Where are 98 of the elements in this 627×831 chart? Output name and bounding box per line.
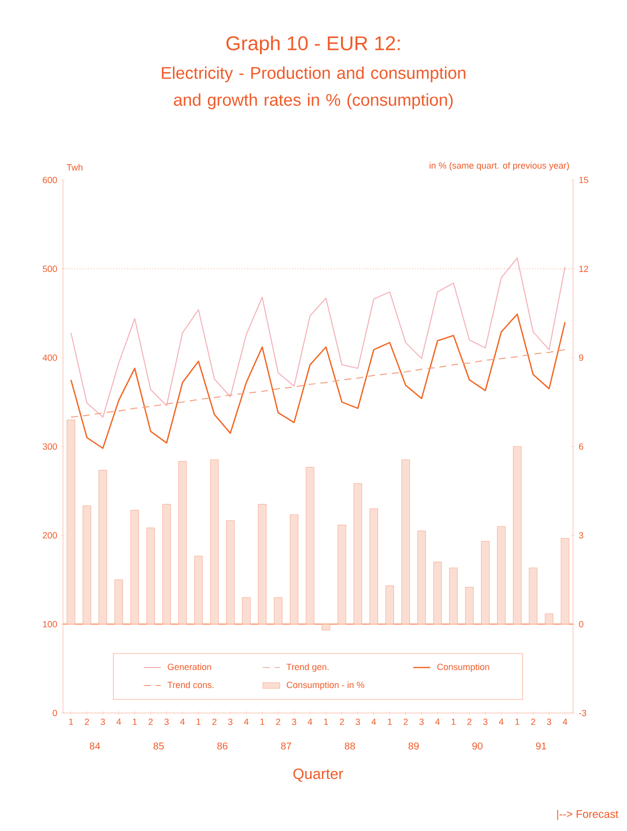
y2-tick-label: 15 xyxy=(579,176,588,184)
bar xyxy=(528,568,538,624)
text: 85 xyxy=(154,742,164,750)
x-tick-label: 2 xyxy=(467,718,472,725)
bar xyxy=(130,510,139,624)
legend-label: Consumption xyxy=(437,664,490,672)
x-tick-label: 2 xyxy=(148,718,153,725)
bar xyxy=(433,562,442,624)
y-tick-label: 100 xyxy=(43,620,58,628)
bar xyxy=(194,556,203,624)
x-tick-label: 1 xyxy=(388,718,392,725)
bar xyxy=(178,461,187,624)
y-tick-label: 300 xyxy=(42,443,58,450)
bar xyxy=(497,526,506,624)
y2-tick-label: 0 xyxy=(578,620,584,628)
bar xyxy=(226,520,235,624)
x-tick-label: 1 xyxy=(132,718,137,725)
y2-tick-label: 3 xyxy=(578,532,584,539)
text: 89 xyxy=(408,742,419,750)
bar xyxy=(274,597,282,624)
x-tick-label: 3 xyxy=(546,718,552,725)
x-tick-label: 4 xyxy=(180,718,185,725)
x-tick-label: 1 xyxy=(515,718,520,725)
y2-tick-label: 6 xyxy=(579,443,584,450)
x-tick-label: 3 xyxy=(100,718,105,725)
chart-title: Graph 10 - EUR 12: xyxy=(226,36,400,54)
line-series xyxy=(70,313,566,449)
bar xyxy=(98,470,108,624)
legend-label: Consumption - in % xyxy=(286,681,364,690)
x-tick-label: 1 xyxy=(69,718,74,725)
bar xyxy=(354,483,362,624)
x-tick-label: 4 xyxy=(308,718,312,725)
bar xyxy=(401,460,410,624)
y-tick-label: 0 xyxy=(52,710,58,716)
x-tick-label: 3 xyxy=(164,718,169,725)
y2-tick-label: 12 xyxy=(579,266,588,272)
x-tick-label: 2 xyxy=(340,718,344,725)
text: 88 xyxy=(344,742,355,750)
line-series xyxy=(70,258,566,418)
y2-tick-label: -3 xyxy=(579,710,586,716)
legend-label: Trend gen. xyxy=(286,664,329,672)
bar xyxy=(465,586,474,624)
text: 90 xyxy=(472,742,483,750)
x-tick-label: 3 xyxy=(419,718,424,725)
bar xyxy=(386,585,394,624)
text: |--> Forecast xyxy=(557,810,618,820)
text: 91 xyxy=(536,742,546,750)
x-tick-label: 3 xyxy=(356,718,360,725)
x-tick-label: 1 xyxy=(324,718,328,725)
x-tick-label: 1 xyxy=(196,718,201,725)
x-tick-label: 4 xyxy=(116,718,122,725)
x-tick-label: 3 xyxy=(483,718,488,725)
bar xyxy=(560,538,570,624)
bar xyxy=(544,614,554,624)
bar xyxy=(258,504,266,624)
x-tick-label: 4 xyxy=(435,718,440,725)
x-tick-label: 2 xyxy=(531,718,536,725)
bar xyxy=(338,524,346,624)
y-tick-label: 400 xyxy=(42,354,58,361)
x-tick-label: 3 xyxy=(292,718,296,725)
y-tick-label: 600 xyxy=(42,176,58,184)
x-tick-label: 2 xyxy=(404,718,408,725)
x-tick-label: 4 xyxy=(562,718,568,725)
y-axis-title: Twh xyxy=(66,164,82,170)
bar xyxy=(146,528,155,624)
bar xyxy=(513,446,522,624)
bar xyxy=(82,506,92,624)
bar xyxy=(370,508,378,624)
text: 86 xyxy=(217,742,228,750)
x-tick-label: 3 xyxy=(228,718,232,725)
x-tick-label: 2 xyxy=(84,718,89,725)
bar xyxy=(290,514,298,624)
x-axis-title: Quarter xyxy=(293,768,344,782)
bar xyxy=(322,624,330,630)
text: 84 xyxy=(90,742,100,750)
y2-axis-title: in % (same quart. of previous year) xyxy=(430,162,569,170)
y2-tick-label: 9 xyxy=(579,354,584,361)
x-tick-label: 4 xyxy=(498,718,504,725)
bar xyxy=(114,580,123,624)
y-tick-label: 200 xyxy=(42,532,58,539)
x-tick-label: 1 xyxy=(452,718,456,725)
y-tick-label: 500 xyxy=(42,266,58,272)
x-tick-label: 2 xyxy=(212,718,216,725)
text: 87 xyxy=(281,742,292,750)
bar xyxy=(242,597,250,624)
bar xyxy=(306,467,314,624)
x-tick-label: 2 xyxy=(276,718,280,725)
legend-label: Trend cons. xyxy=(168,681,214,688)
bar xyxy=(481,541,490,624)
bar xyxy=(417,530,426,624)
chart-subtitle: Electricity - Production and consumption and growth rates in % (consumption) xyxy=(162,66,466,110)
x-tick-label: 4 xyxy=(371,718,376,725)
bar xyxy=(210,460,219,624)
bar xyxy=(162,504,171,624)
x-tick-label: 1 xyxy=(260,718,264,725)
legend-label: Generation xyxy=(168,664,212,670)
bar xyxy=(449,568,458,624)
x-tick-label: 4 xyxy=(244,718,249,725)
